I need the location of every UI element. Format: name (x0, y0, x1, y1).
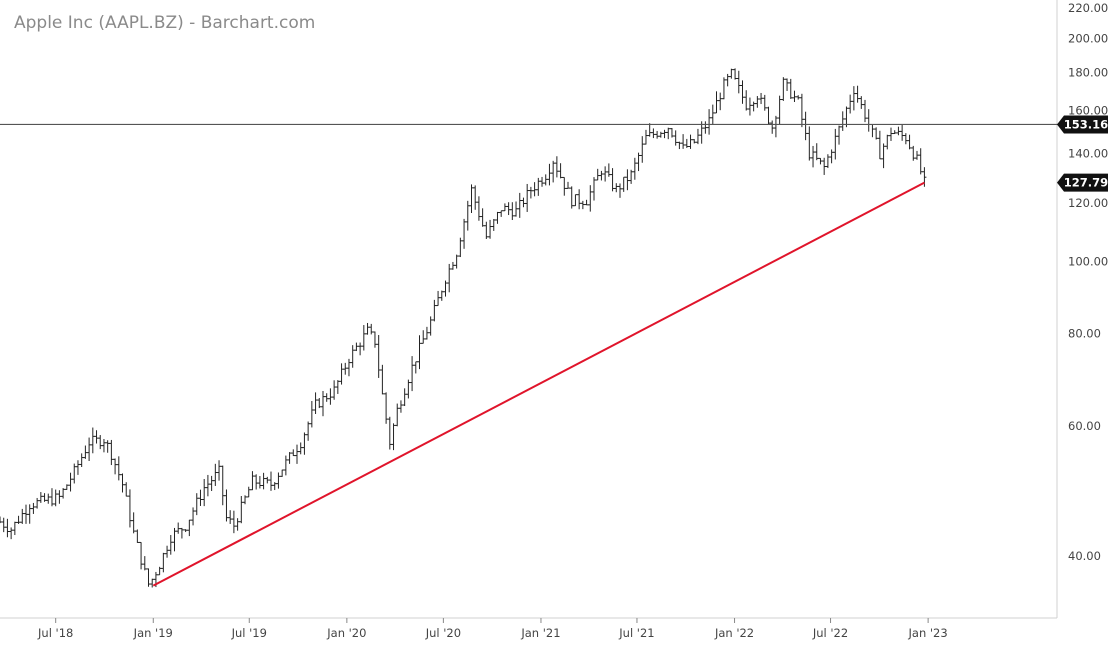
x-tick-label: Jul '20 (425, 626, 461, 640)
x-tick-label: Jan '20 (326, 626, 366, 640)
x-tick-label: Jul '19 (231, 626, 267, 640)
y-tick-label: 220.00 (1068, 1, 1108, 15)
price-bars (0, 68, 927, 588)
last-price-badge-label: 127.79 (1064, 176, 1108, 190)
overlays: 153.16 127.79 (0, 115, 1108, 587)
chart-title: Apple Inc (AAPL.BZ) - Barchart.com (14, 13, 315, 33)
y-tick-label: 200.00 (1068, 32, 1108, 46)
x-tick-label: Jan '21 (520, 626, 560, 640)
trend-line[interactable] (152, 181, 925, 587)
resistance-price-badge-label: 153.16 (1064, 117, 1108, 131)
x-tick-label: Jul '21 (618, 626, 654, 640)
resistance-price-badge-shape (1057, 115, 1108, 134)
x-tick-label: Jul '18 (37, 626, 73, 640)
x-axis: Jul '18 Jan '19 Jul '19 Jan '20 Jul '20 Jan '… (37, 618, 948, 640)
y-tick-label: 160.00 (1068, 103, 1108, 117)
y-tick-label: 120.00 (1068, 196, 1108, 210)
y-axis: 40.00 60.00 80.00 100.00 120.00 140.00 160.00 1… (1068, 1, 1108, 563)
x-tick-label: Jul '22 (812, 626, 848, 640)
last-price-badge-shape (1057, 173, 1108, 192)
y-tick-label: 60.00 (1068, 419, 1101, 433)
y-tick-label: 180.00 (1068, 66, 1108, 80)
y-tick-label: 40.00 (1068, 549, 1101, 563)
y-tick-label: 100.00 (1068, 255, 1108, 269)
y-tick-label: 80.00 (1068, 326, 1101, 340)
resistance-price-badge: 153.16 (1057, 115, 1108, 134)
x-tick-label: Jan '22 (714, 626, 754, 640)
y-tick-label: 140.00 (1068, 146, 1108, 160)
last-price-badge: 127.79 (1057, 173, 1108, 192)
x-tick-label: Jan '23 (908, 626, 948, 640)
x-tick-label: Jan '19 (133, 626, 173, 640)
